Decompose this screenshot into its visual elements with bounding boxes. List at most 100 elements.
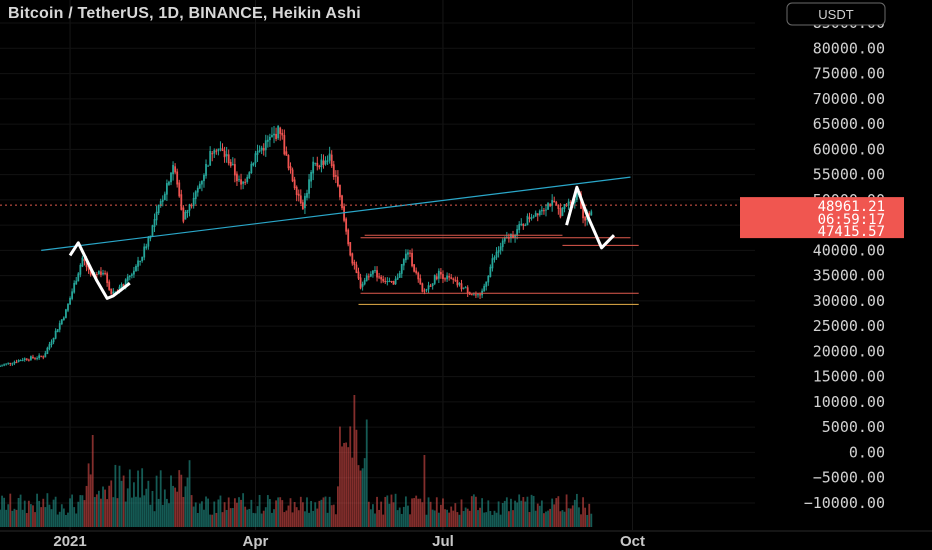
volume-bar xyxy=(23,500,26,527)
candle-body xyxy=(281,132,284,136)
candle-body xyxy=(120,284,123,288)
volume-bar xyxy=(522,497,525,527)
volume-bar xyxy=(573,499,576,527)
candle-body xyxy=(240,179,242,185)
y-tick-label: 0.00 xyxy=(849,443,885,461)
volume-bar xyxy=(479,507,481,527)
volume-bar xyxy=(297,510,300,527)
volume-bar xyxy=(100,498,102,527)
volume-bar xyxy=(266,495,269,527)
candle-body xyxy=(250,163,253,174)
candle-body xyxy=(223,150,226,158)
candle-body xyxy=(522,223,525,226)
candle-body xyxy=(526,215,529,226)
candle-body xyxy=(54,330,57,339)
y-tick-label: 25000.00 xyxy=(813,317,885,335)
volume-bar xyxy=(81,495,84,527)
price-axis[interactable]: 85000.0080000.0075000.0070000.0065000.00… xyxy=(804,14,885,512)
volume-bar xyxy=(524,501,527,527)
volume-bar xyxy=(221,512,224,527)
volume-bar xyxy=(168,503,170,527)
candle-body xyxy=(582,206,584,219)
volume-bar xyxy=(423,455,426,527)
volume-bar xyxy=(382,514,385,527)
trend-line xyxy=(41,176,631,251)
volume-bar xyxy=(236,502,238,527)
grid-lines xyxy=(0,0,755,530)
candle-body xyxy=(172,164,174,175)
candle-body xyxy=(165,183,168,195)
y-tick-label: 55000.00 xyxy=(813,166,885,184)
currency-button[interactable]: USDT xyxy=(786,2,886,26)
volume-bar xyxy=(32,505,34,527)
candle-body xyxy=(50,341,53,345)
candle-body xyxy=(419,278,422,285)
candle-body xyxy=(361,283,364,287)
volume-bar xyxy=(238,497,240,527)
x-tick-label: Oct xyxy=(620,533,645,550)
candle-body xyxy=(489,266,492,277)
candle-body xyxy=(388,280,391,282)
volume-bar xyxy=(75,513,78,527)
volume-bar xyxy=(188,460,191,527)
candle-body xyxy=(252,162,255,166)
candle-body xyxy=(475,294,477,296)
candle-body xyxy=(306,193,308,198)
volume-bar xyxy=(433,510,436,527)
candle-body xyxy=(145,246,148,249)
candle-body xyxy=(277,125,280,139)
volume-bar xyxy=(367,501,370,527)
candle-body xyxy=(518,224,521,231)
time-axis[interactable]: 2021 Apr Jul Oct xyxy=(0,530,932,550)
volume-bar xyxy=(194,502,197,527)
candle-body xyxy=(440,272,442,275)
y-tick-label: 30000.00 xyxy=(813,292,885,310)
volume-bar xyxy=(124,501,127,527)
volume-bar xyxy=(386,495,389,527)
volume-bar xyxy=(555,498,558,527)
volume-bar xyxy=(472,494,475,527)
ha-price-badge xyxy=(740,224,904,239)
volume-bar xyxy=(341,446,343,527)
candle-body xyxy=(207,165,209,167)
candle-body xyxy=(244,181,247,183)
volume-bar xyxy=(207,498,209,527)
candle-body xyxy=(376,270,378,278)
candle-body xyxy=(130,274,133,276)
candle-body xyxy=(186,209,189,214)
volume-bar xyxy=(213,501,216,527)
volume-bar xyxy=(254,513,257,527)
volume-bar xyxy=(159,470,162,527)
volume-bar xyxy=(165,498,168,527)
candle-body xyxy=(114,291,117,293)
candle-body xyxy=(104,273,106,275)
volume-bar xyxy=(79,495,82,527)
candle-body xyxy=(89,269,92,275)
candle-body xyxy=(516,229,519,236)
volume-bar xyxy=(102,486,104,527)
volume-bar xyxy=(402,506,405,527)
volume-bar xyxy=(192,506,195,527)
y-tick-label: 10000.00 xyxy=(813,393,885,411)
candle-body xyxy=(52,338,55,343)
candle-body xyxy=(176,171,179,185)
candle-body xyxy=(503,237,506,242)
volume-bar xyxy=(174,487,177,527)
volume-bar xyxy=(93,497,96,527)
volume-bar xyxy=(176,491,179,527)
candle-body xyxy=(363,280,366,285)
volume-bar xyxy=(332,504,335,527)
candle-body xyxy=(402,259,405,266)
candle-body xyxy=(411,252,413,267)
volume-bar xyxy=(314,502,317,527)
volume-bar xyxy=(40,507,43,527)
volume-bar xyxy=(551,498,554,527)
candle-body xyxy=(536,213,539,216)
candle-body xyxy=(71,291,74,299)
volume-bar xyxy=(71,494,74,527)
volume-bar xyxy=(182,496,185,527)
candle-body xyxy=(493,257,496,260)
candle-body xyxy=(394,278,397,285)
drawings xyxy=(0,176,740,305)
